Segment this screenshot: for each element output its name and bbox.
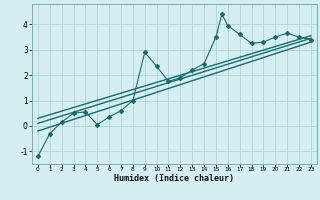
X-axis label: Humidex (Indice chaleur): Humidex (Indice chaleur): [115, 174, 234, 183]
